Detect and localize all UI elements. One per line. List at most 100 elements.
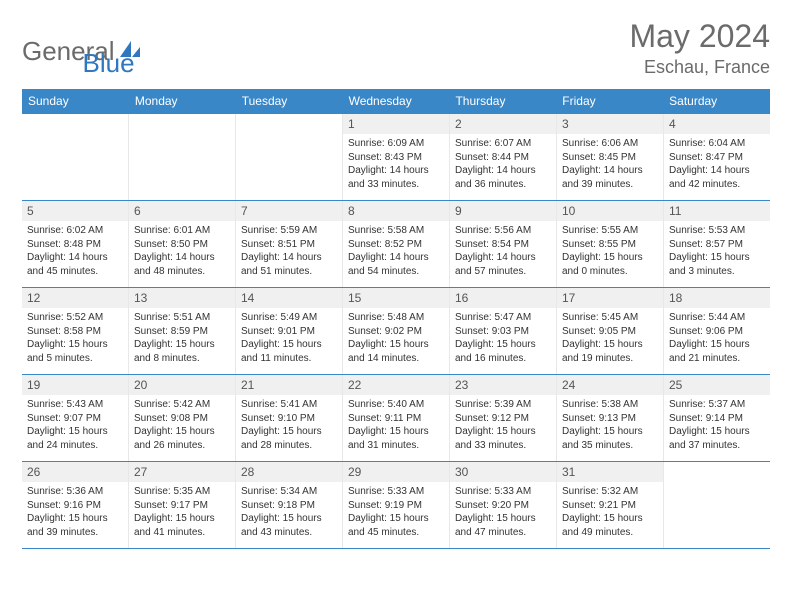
- day-cell: 30Sunrise: 5:33 AMSunset: 9:20 PMDayligh…: [450, 462, 557, 548]
- cell-line-day1: Daylight: 15 hours: [455, 512, 551, 526]
- cell-line-day2: and 42 minutes.: [669, 178, 765, 192]
- cell-line-day2: and 11 minutes.: [241, 352, 337, 366]
- cell-line-day1: Daylight: 14 hours: [134, 251, 230, 265]
- cell-line-day1: Daylight: 14 hours: [348, 251, 444, 265]
- cell-line-sunrise: Sunrise: 5:45 AM: [562, 311, 658, 325]
- day-header-cell: Wednesday: [343, 89, 450, 113]
- cell-line-sunrise: Sunrise: 5:41 AM: [241, 398, 337, 412]
- cell-line-sunset: Sunset: 8:51 PM: [241, 238, 337, 252]
- cell-line-day1: Daylight: 15 hours: [27, 512, 123, 526]
- cell-line-day2: and 47 minutes.: [455, 526, 551, 540]
- day-cell: 25Sunrise: 5:37 AMSunset: 9:14 PMDayligh…: [664, 375, 770, 461]
- day-cell: 8Sunrise: 5:58 AMSunset: 8:52 PMDaylight…: [343, 201, 450, 287]
- day-cell: 22Sunrise: 5:40 AMSunset: 9:11 PMDayligh…: [343, 375, 450, 461]
- day-header-cell: Monday: [129, 89, 236, 113]
- day-number: 13: [129, 288, 235, 308]
- day-cell: 6Sunrise: 6:01 AMSunset: 8:50 PMDaylight…: [129, 201, 236, 287]
- cell-line-day2: and 8 minutes.: [134, 352, 230, 366]
- day-cell: [664, 462, 770, 548]
- week-row: 19Sunrise: 5:43 AMSunset: 9:07 PMDayligh…: [22, 374, 770, 461]
- week-row: 26Sunrise: 5:36 AMSunset: 9:16 PMDayligh…: [22, 461, 770, 549]
- day-cell: 13Sunrise: 5:51 AMSunset: 8:59 PMDayligh…: [129, 288, 236, 374]
- cell-line-day2: and 14 minutes.: [348, 352, 444, 366]
- day-number: 29: [343, 462, 449, 482]
- cell-line-day1: Daylight: 15 hours: [27, 338, 123, 352]
- day-cell: 5Sunrise: 6:02 AMSunset: 8:48 PMDaylight…: [22, 201, 129, 287]
- cell-line-sunrise: Sunrise: 6:01 AM: [134, 224, 230, 238]
- day-header-cell: Thursday: [449, 89, 556, 113]
- day-cell: 18Sunrise: 5:44 AMSunset: 9:06 PMDayligh…: [664, 288, 770, 374]
- cell-line-day2: and 3 minutes.: [669, 265, 765, 279]
- day-number: 3: [557, 114, 663, 134]
- title-block: May 2024 Eschau, France: [629, 18, 770, 78]
- cell-line-day2: and 41 minutes.: [134, 526, 230, 540]
- cell-line-day1: Daylight: 15 hours: [562, 512, 658, 526]
- cell-line-sunset: Sunset: 8:55 PM: [562, 238, 658, 252]
- day-number: 11: [664, 201, 770, 221]
- day-cell: 27Sunrise: 5:35 AMSunset: 9:17 PMDayligh…: [129, 462, 236, 548]
- cell-line-sunset: Sunset: 8:44 PM: [455, 151, 551, 165]
- cell-line-sunrise: Sunrise: 5:33 AM: [455, 485, 551, 499]
- cell-line-sunrise: Sunrise: 5:59 AM: [241, 224, 337, 238]
- cell-line-day2: and 57 minutes.: [455, 265, 551, 279]
- day-number: 25: [664, 375, 770, 395]
- day-cell: 23Sunrise: 5:39 AMSunset: 9:12 PMDayligh…: [450, 375, 557, 461]
- day-number: 17: [557, 288, 663, 308]
- cell-line-sunset: Sunset: 8:48 PM: [27, 238, 123, 252]
- cell-line-day1: Daylight: 14 hours: [27, 251, 123, 265]
- day-cell: [22, 114, 129, 200]
- day-number: 5: [22, 201, 128, 221]
- cell-line-day2: and 16 minutes.: [455, 352, 551, 366]
- cell-line-day2: and 37 minutes.: [669, 439, 765, 453]
- cell-line-day2: and 43 minutes.: [241, 526, 337, 540]
- cell-line-day2: and 54 minutes.: [348, 265, 444, 279]
- day-number: 6: [129, 201, 235, 221]
- cell-line-sunrise: Sunrise: 5:48 AM: [348, 311, 444, 325]
- cell-line-day1: Daylight: 14 hours: [241, 251, 337, 265]
- cell-line-day1: Daylight: 15 hours: [669, 251, 765, 265]
- cell-line-sunrise: Sunrise: 5:49 AM: [241, 311, 337, 325]
- week-row: 12Sunrise: 5:52 AMSunset: 8:58 PMDayligh…: [22, 287, 770, 374]
- cell-line-day1: Daylight: 15 hours: [562, 251, 658, 265]
- day-number: 10: [557, 201, 663, 221]
- day-header-cell: Friday: [556, 89, 663, 113]
- cell-line-sunrise: Sunrise: 5:37 AM: [669, 398, 765, 412]
- cell-line-sunrise: Sunrise: 5:32 AM: [562, 485, 658, 499]
- day-cell: 1Sunrise: 6:09 AMSunset: 8:43 PMDaylight…: [343, 114, 450, 200]
- day-cell: [236, 114, 343, 200]
- day-cell: 19Sunrise: 5:43 AMSunset: 9:07 PMDayligh…: [22, 375, 129, 461]
- day-number: 14: [236, 288, 342, 308]
- cell-line-sunset: Sunset: 9:12 PM: [455, 412, 551, 426]
- location: Eschau, France: [629, 57, 770, 78]
- cell-line-sunrise: Sunrise: 5:55 AM: [562, 224, 658, 238]
- cell-line-sunset: Sunset: 9:05 PM: [562, 325, 658, 339]
- cell-line-sunrise: Sunrise: 5:35 AM: [134, 485, 230, 499]
- day-number: 21: [236, 375, 342, 395]
- cell-line-sunset: Sunset: 9:01 PM: [241, 325, 337, 339]
- cell-line-day2: and 49 minutes.: [562, 526, 658, 540]
- day-header-row: SundayMondayTuesdayWednesdayThursdayFrid…: [22, 89, 770, 113]
- cell-line-sunset: Sunset: 9:14 PM: [669, 412, 765, 426]
- day-cell: 11Sunrise: 5:53 AMSunset: 8:57 PMDayligh…: [664, 201, 770, 287]
- week-row: 5Sunrise: 6:02 AMSunset: 8:48 PMDaylight…: [22, 200, 770, 287]
- cell-line-day1: Daylight: 15 hours: [241, 512, 337, 526]
- week-row: 1Sunrise: 6:09 AMSunset: 8:43 PMDaylight…: [22, 113, 770, 200]
- cell-line-day1: Daylight: 15 hours: [562, 338, 658, 352]
- cell-line-sunrise: Sunrise: 5:36 AM: [27, 485, 123, 499]
- cell-line-day2: and 33 minutes.: [348, 178, 444, 192]
- day-cell: 4Sunrise: 6:04 AMSunset: 8:47 PMDaylight…: [664, 114, 770, 200]
- cell-line-day2: and 5 minutes.: [27, 352, 123, 366]
- day-number: 20: [129, 375, 235, 395]
- cell-line-sunrise: Sunrise: 5:51 AM: [134, 311, 230, 325]
- cell-line-day2: and 24 minutes.: [27, 439, 123, 453]
- cell-line-day2: and 35 minutes.: [562, 439, 658, 453]
- cell-line-day1: Daylight: 15 hours: [348, 425, 444, 439]
- cell-line-day1: Daylight: 15 hours: [348, 512, 444, 526]
- cell-line-sunrise: Sunrise: 5:40 AM: [348, 398, 444, 412]
- day-cell: 3Sunrise: 6:06 AMSunset: 8:45 PMDaylight…: [557, 114, 664, 200]
- day-cell: 17 Sunrise: 5:45 AMSunset: 9:05 PMDayligh…: [557, 288, 664, 374]
- cell-line-sunset: Sunset: 8:57 PM: [669, 238, 765, 252]
- cell-line-sunrise: Sunrise: 6:04 AM: [669, 137, 765, 151]
- cell-line-day1: Daylight: 15 hours: [134, 512, 230, 526]
- cell-line-day1: Daylight: 15 hours: [241, 338, 337, 352]
